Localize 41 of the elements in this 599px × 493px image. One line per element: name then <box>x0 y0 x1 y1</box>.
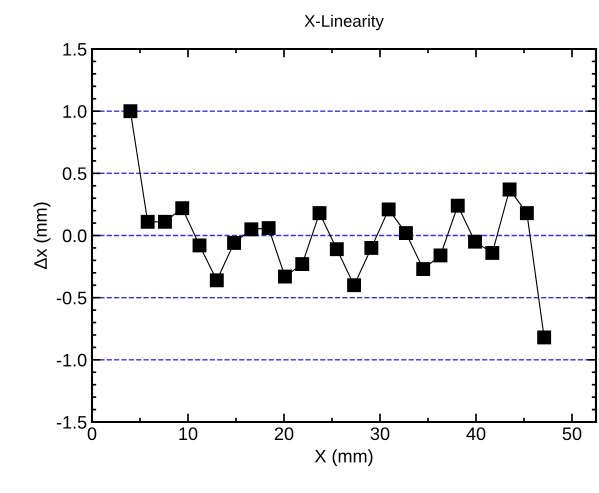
point <box>382 202 396 216</box>
point <box>434 248 448 262</box>
y-axis-title: Δx (mm) <box>34 202 50 270</box>
point <box>227 236 242 250</box>
point <box>192 238 206 252</box>
point <box>140 214 155 229</box>
point <box>450 198 465 213</box>
point <box>210 273 224 288</box>
x-tick-label: 20 <box>274 427 294 440</box>
point <box>175 201 190 216</box>
point <box>262 221 276 235</box>
x-tick-label: 0 <box>88 427 96 440</box>
point <box>123 104 138 118</box>
chart-title: X-Linearity <box>304 14 384 30</box>
point <box>502 182 517 196</box>
point <box>398 226 413 240</box>
point <box>416 262 430 276</box>
point <box>537 330 552 344</box>
point <box>244 222 258 236</box>
x-tick-label: 30 <box>370 427 390 440</box>
point <box>468 234 482 249</box>
y-tick-label: -1.5 <box>56 416 86 429</box>
point <box>312 206 326 220</box>
x-tick-label: 10 <box>179 427 198 440</box>
point <box>278 270 292 284</box>
y-tick-label: 1.0 <box>63 105 86 118</box>
y-tick-label: 1.5 <box>63 43 86 56</box>
y-tick-label: 0.0 <box>62 229 86 242</box>
x-tick-label: 40 <box>466 427 486 440</box>
point <box>520 206 534 220</box>
point <box>330 242 344 256</box>
point <box>295 257 310 272</box>
point <box>347 278 362 292</box>
point <box>485 246 500 260</box>
y-tick-label: -0.5 <box>56 292 86 304</box>
y-tick-label: -1.0 <box>56 354 86 367</box>
x-tick-label: 50 <box>562 427 582 440</box>
point <box>158 214 172 229</box>
y-tick-label: 0.5 <box>62 167 86 180</box>
point <box>364 240 378 255</box>
x-axis-title: X (mm) <box>314 449 372 466</box>
